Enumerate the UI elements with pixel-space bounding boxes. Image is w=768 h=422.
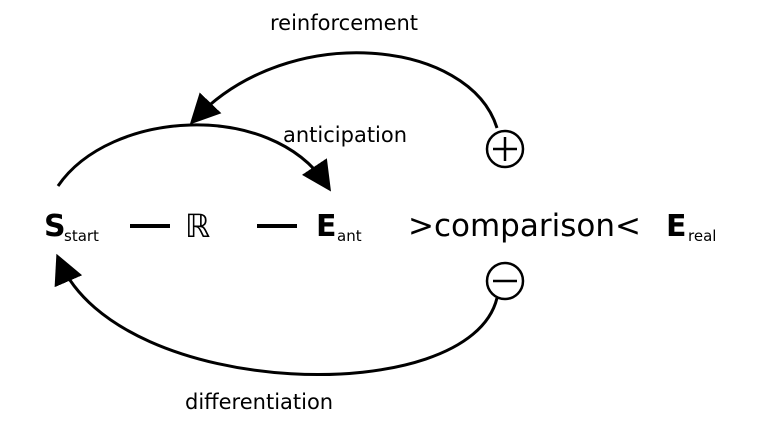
minus-circle: − — [485, 261, 525, 301]
comparison-label: >comparison< — [408, 208, 641, 244]
s-subscript: start — [64, 227, 99, 245]
e-real-letter: E — [666, 209, 687, 244]
e-ant-subscript: ant — [337, 227, 362, 245]
anticipation-label: anticipation — [283, 123, 407, 147]
differentiation-arrow — [54, 253, 499, 376]
reinforcement-label: reinforcement — [270, 11, 418, 35]
s-start-node: S start — [44, 209, 99, 245]
r-symbol: ℝ — [185, 207, 210, 245]
reinforcement-arrow — [189, 51, 499, 129]
e-ant-letter: E — [316, 209, 337, 244]
s-letter: S — [44, 209, 66, 244]
anticipation-arrow — [56, 123, 332, 192]
e-ant-node: E ant — [316, 209, 362, 245]
plus-circle: + — [485, 129, 525, 169]
e-real-subscript: real — [688, 227, 716, 245]
e-real-node: E real — [666, 209, 716, 245]
differentiation-label: differentiation — [185, 390, 333, 414]
